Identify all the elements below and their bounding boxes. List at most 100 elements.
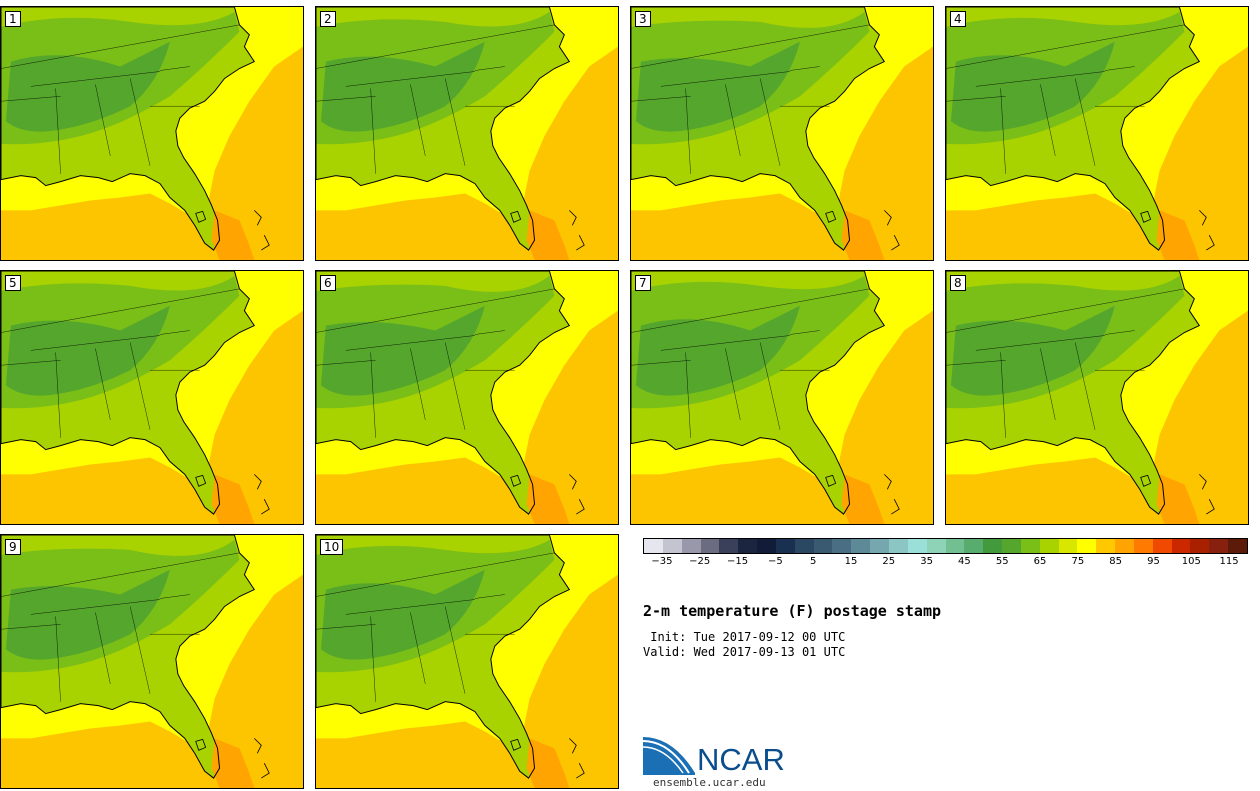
colorbar-tick-label: 55	[995, 556, 1009, 567]
state-border	[55, 616, 61, 702]
colorbar-tick-label: 105	[1181, 556, 1201, 567]
member-label: 7	[635, 275, 651, 291]
cool-region	[635, 41, 800, 132]
lake-okeechobee	[195, 474, 207, 487]
logo-name: NCAR	[697, 742, 785, 777]
temperature-map	[316, 535, 618, 788]
state-border	[129, 78, 151, 166]
colorbar-swatch	[738, 539, 758, 553]
cool-region	[950, 305, 1115, 396]
coastline	[946, 7, 1201, 251]
bahamas-islands	[254, 738, 270, 779]
colorbar-swatch	[681, 539, 701, 553]
colorbar-tick-label: −25	[689, 556, 711, 567]
cool-region	[5, 569, 170, 660]
state-border	[1040, 348, 1056, 420]
temperature-map	[1, 7, 303, 260]
coastline	[316, 7, 571, 251]
coastline	[1, 271, 256, 515]
state-border	[631, 288, 870, 333]
colorbar	[643, 538, 1248, 554]
state-border	[1, 552, 240, 597]
map-panel: 8	[945, 270, 1249, 525]
state-border	[1104, 330, 1135, 335]
state-border	[1, 360, 61, 366]
lake-okeechobee	[825, 474, 837, 487]
state-border	[1074, 78, 1096, 166]
bahamas-islands	[569, 738, 585, 779]
member-label: 10	[320, 539, 344, 555]
lake-okeechobee	[825, 210, 837, 223]
bahamas-islands	[1199, 474, 1215, 515]
map-panel: 1	[0, 6, 304, 261]
colorbar-swatch	[1039, 539, 1059, 553]
colorbar-swatch	[813, 539, 833, 553]
state-border	[1104, 66, 1135, 71]
colorbar-swatch	[907, 539, 927, 553]
coastline	[316, 271, 571, 515]
colorbar-swatch	[662, 539, 682, 553]
cool-region	[5, 41, 170, 132]
state-border	[316, 360, 376, 366]
member-label: 5	[5, 275, 21, 291]
coastline	[1, 7, 256, 251]
state-border	[159, 594, 190, 599]
map-panel: 2	[315, 6, 619, 261]
temperature-map	[316, 271, 618, 524]
coastline	[631, 271, 886, 515]
state-border	[975, 335, 1105, 351]
colorbar-tick-label: 35	[920, 556, 933, 567]
state-border	[946, 360, 1006, 366]
colorbar-swatch	[1133, 539, 1153, 553]
state-border	[55, 88, 61, 174]
state-border	[1, 624, 61, 630]
temperature-map	[946, 271, 1248, 524]
state-border	[759, 78, 781, 166]
colorbar-swatch	[1115, 539, 1134, 553]
state-border	[95, 612, 111, 684]
colorbar-tick-label: 75	[1071, 556, 1085, 567]
cool-region	[950, 41, 1115, 132]
colorbar-swatch	[926, 539, 946, 553]
lake-okeechobee	[1140, 210, 1152, 223]
state-border	[444, 606, 466, 694]
map-panel: 9	[0, 534, 304, 789]
state-border	[370, 88, 376, 174]
map-panel: 3	[630, 6, 934, 261]
colorbar-swatch	[757, 539, 776, 553]
temperature-map	[631, 271, 933, 524]
map-panel: 7	[630, 270, 934, 525]
state-border	[316, 624, 376, 630]
cool-region	[320, 569, 485, 660]
plot-title: 2-m temperature (F) postage stamp	[643, 602, 942, 620]
state-border	[30, 599, 160, 615]
bahamas-islands	[884, 474, 900, 515]
state-border	[159, 330, 190, 335]
colorbar-swatch	[870, 539, 889, 553]
lake-okeechobee	[1140, 474, 1152, 487]
coastline	[1, 535, 256, 779]
colorbar-swatch	[1228, 539, 1247, 553]
state-border	[316, 288, 555, 333]
hot-spot	[211, 738, 255, 788]
state-border	[316, 96, 376, 102]
state-border	[30, 71, 160, 87]
colorbar-tick-label: 15	[844, 556, 858, 567]
state-border	[660, 335, 790, 351]
member-label: 8	[950, 275, 966, 291]
hot-spot	[1156, 210, 1200, 260]
state-border	[370, 616, 376, 702]
lake-okeechobee	[510, 210, 522, 223]
state-border	[975, 71, 1105, 87]
colorbar-swatch	[794, 539, 814, 553]
bahamas-islands	[569, 210, 585, 251]
state-border	[725, 84, 741, 156]
hot-spot	[1156, 474, 1200, 524]
member-label: 2	[320, 11, 336, 27]
hot-spot	[526, 738, 570, 788]
state-border	[474, 66, 505, 71]
map-panel: 10	[315, 534, 619, 789]
state-border	[1000, 352, 1006, 438]
colorbar-tick-label: 95	[1147, 556, 1160, 567]
colorbar-tick-label: −35	[651, 556, 673, 567]
